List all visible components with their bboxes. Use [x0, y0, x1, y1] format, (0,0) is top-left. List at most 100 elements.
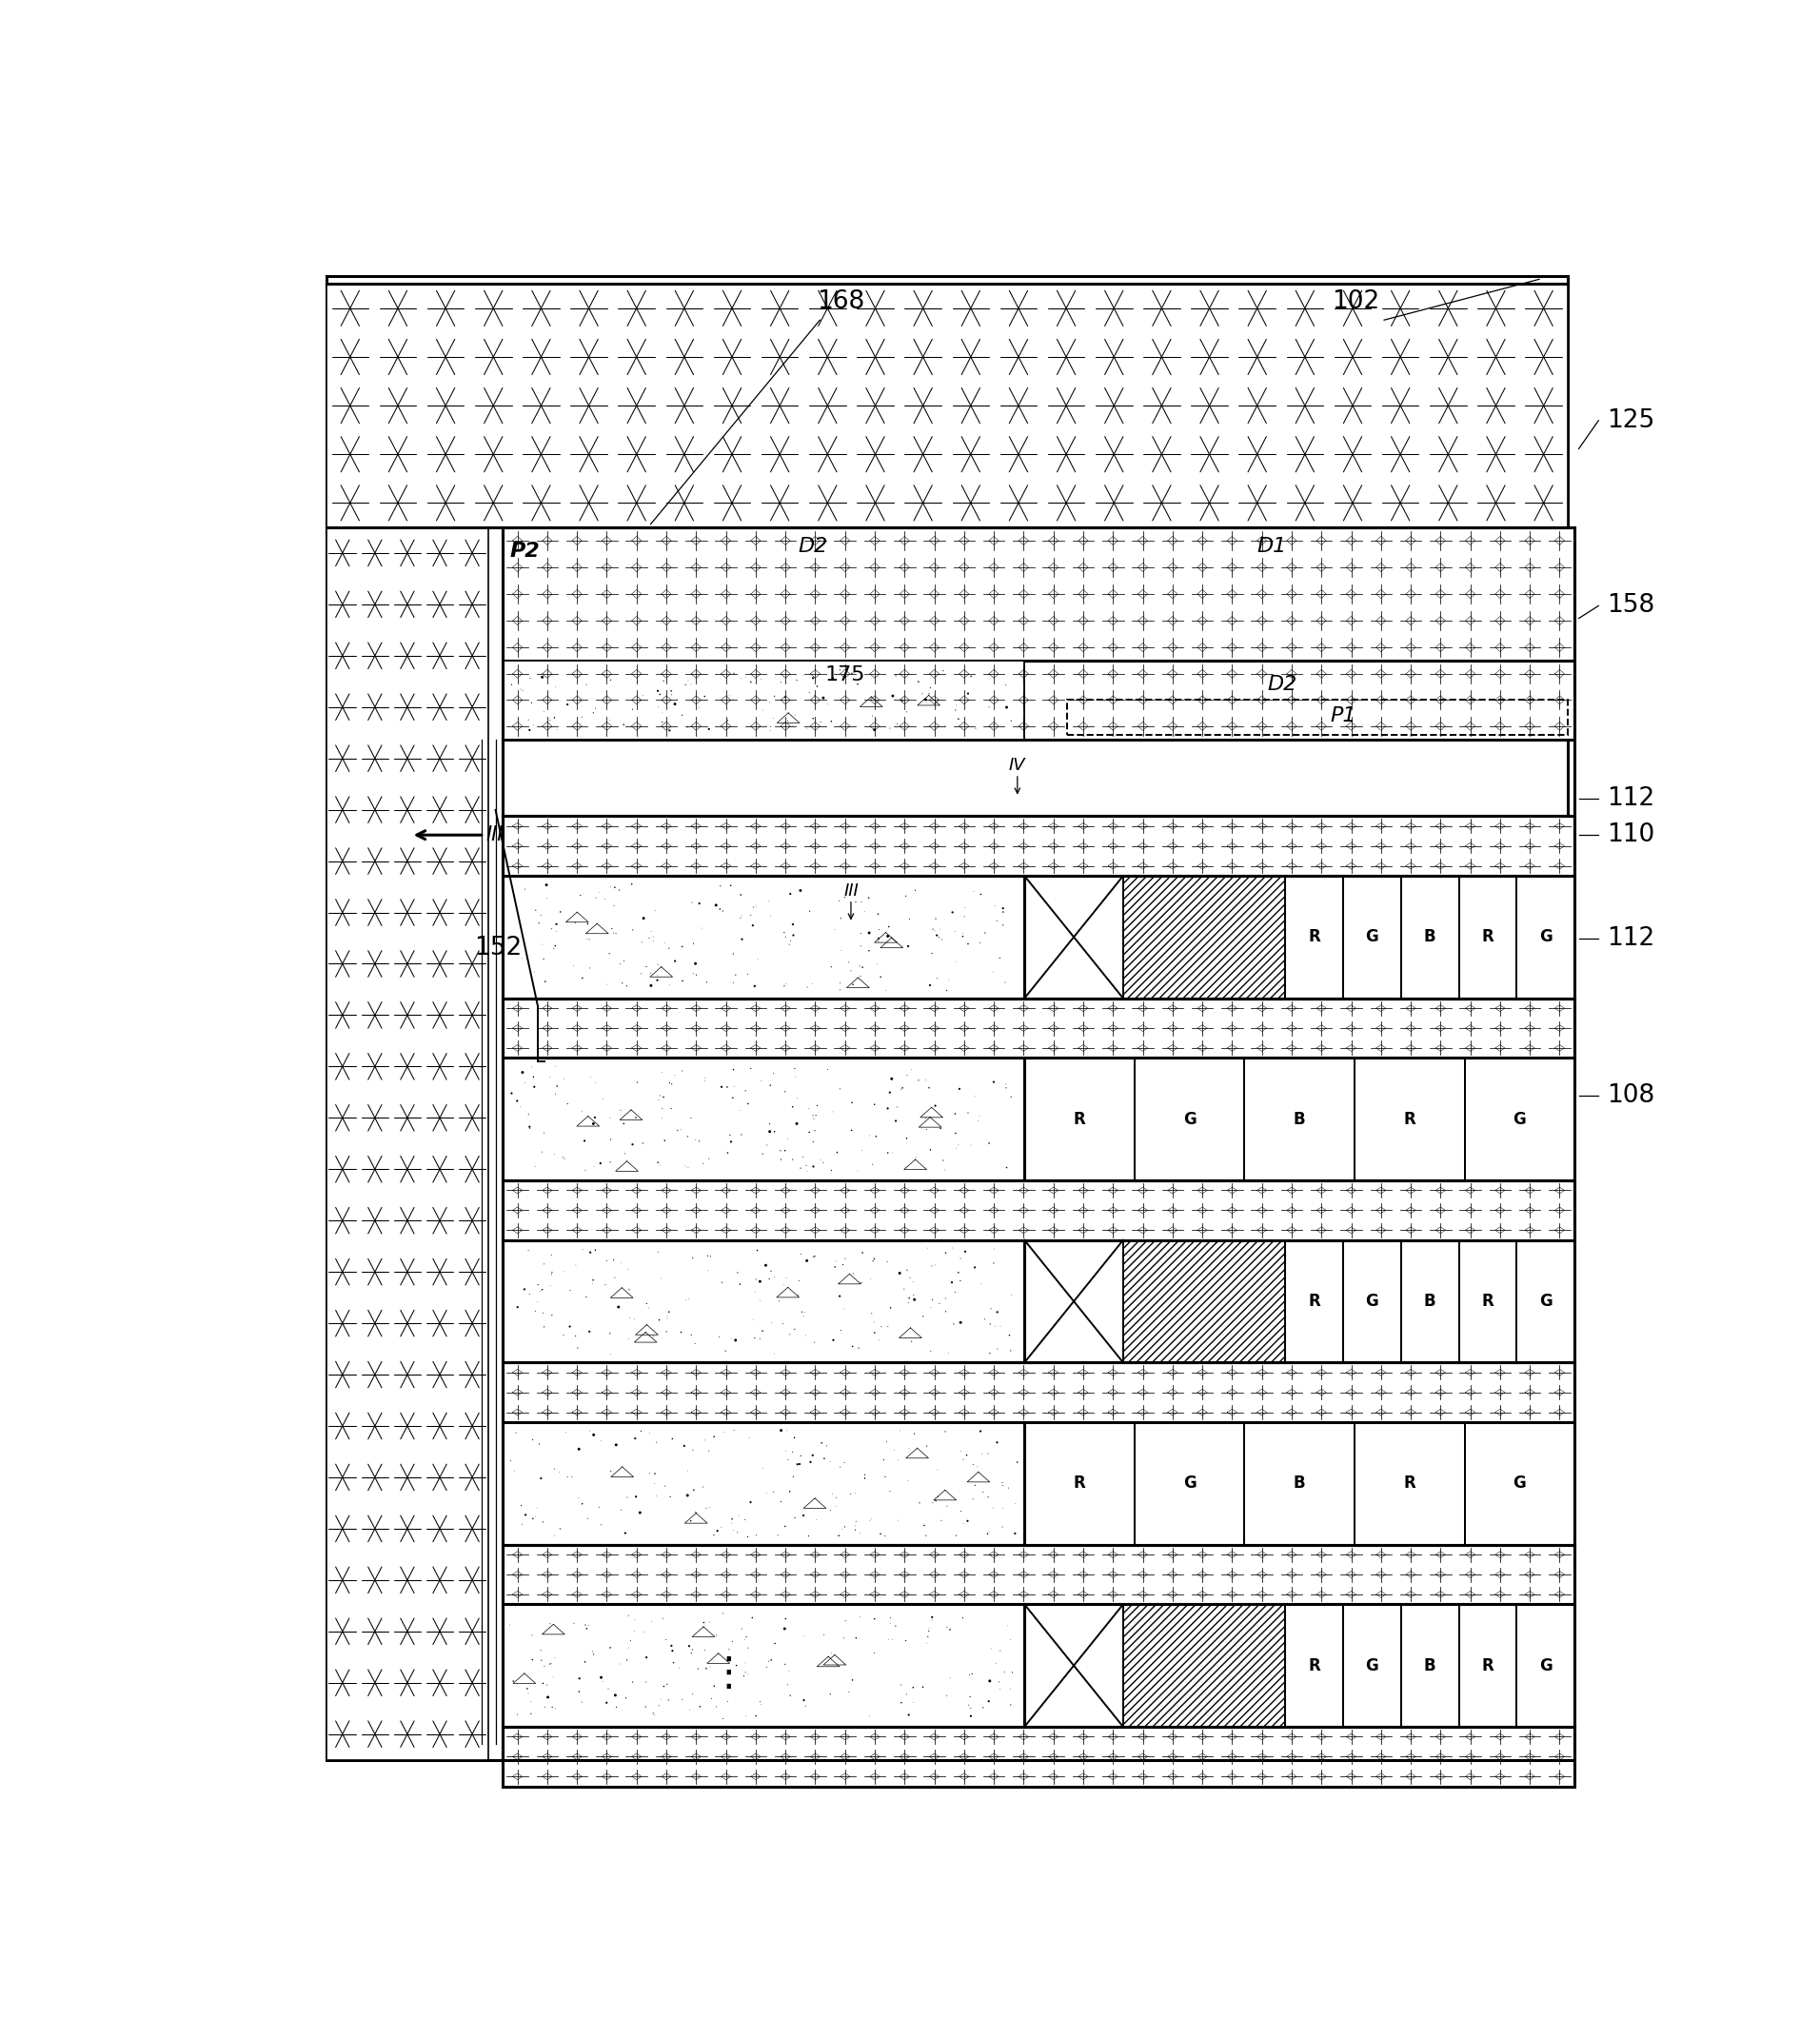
Point: [743, 944, 772, 977]
Point: [803, 1503, 832, 1535]
Bar: [502, 528, 1574, 1760]
Text: IV: IV: [1008, 756, 1026, 773]
Point: [677, 1633, 706, 1666]
Point: [925, 1480, 954, 1513]
Point: [894, 1698, 923, 1731]
Text: R: R: [1403, 1474, 1416, 1493]
Point: [712, 1336, 741, 1368]
Point: [517, 1050, 546, 1083]
Point: [859, 1089, 888, 1121]
Point: [577, 1635, 606, 1668]
Text: R: R: [1481, 928, 1494, 946]
Bar: [1465, 1058, 1574, 1181]
Point: [937, 895, 966, 928]
Point: [899, 1417, 928, 1450]
Point: [830, 1242, 859, 1274]
Point: [541, 1641, 570, 1674]
Point: [650, 1123, 679, 1156]
Point: [846, 960, 875, 993]
Point: [897, 1054, 926, 1087]
Point: [575, 1060, 604, 1093]
Point: [917, 1486, 946, 1519]
Point: [895, 903, 925, 936]
Point: [719, 657, 748, 689]
Bar: [1343, 1240, 1401, 1362]
Point: [817, 1478, 846, 1511]
Point: [511, 1499, 541, 1531]
Point: [919, 913, 948, 946]
Point: [917, 1601, 946, 1633]
Point: [932, 1283, 961, 1315]
Point: [806, 1427, 835, 1460]
Point: [692, 966, 721, 999]
Bar: [1067, 699, 1567, 734]
Bar: [1285, 1240, 1574, 1362]
Point: [986, 1309, 1016, 1342]
Point: [828, 1513, 857, 1546]
Point: [633, 1291, 662, 1323]
Bar: [1025, 877, 1123, 999]
Point: [706, 1070, 735, 1103]
Point: [684, 1652, 713, 1684]
Point: [699, 1519, 728, 1552]
Point: [981, 1309, 1010, 1342]
Text: R: R: [1481, 1293, 1494, 1309]
Point: [708, 1597, 737, 1629]
Text: 108: 108: [1607, 1083, 1654, 1107]
Point: [679, 928, 708, 960]
Point: [677, 1319, 706, 1352]
Point: [521, 1295, 550, 1327]
Point: [568, 962, 597, 995]
Point: [983, 905, 1012, 938]
Bar: [1025, 1058, 1134, 1181]
Point: [723, 1517, 752, 1550]
Text: G: G: [1540, 928, 1552, 946]
Point: [521, 1070, 550, 1103]
Point: [781, 1313, 810, 1346]
Point: [590, 883, 619, 916]
Point: [803, 671, 832, 703]
Point: [555, 1274, 584, 1307]
Point: [755, 1068, 784, 1101]
Point: [761, 679, 790, 712]
Point: [632, 950, 661, 983]
Point: [861, 1317, 890, 1350]
Point: [513, 1234, 542, 1266]
Text: III: III: [486, 826, 502, 844]
Point: [926, 1505, 955, 1537]
Point: [779, 710, 808, 742]
Point: [719, 1054, 748, 1087]
Point: [775, 928, 804, 960]
Point: [655, 969, 684, 1001]
Point: [883, 1505, 912, 1537]
Point: [770, 681, 799, 714]
Point: [626, 1497, 655, 1529]
Point: [817, 705, 846, 738]
Point: [952, 1440, 981, 1472]
Point: [875, 1291, 905, 1323]
Point: [644, 1083, 673, 1115]
Point: [837, 1329, 866, 1362]
Point: [533, 883, 562, 916]
Point: [508, 1056, 537, 1089]
Point: [892, 1254, 921, 1287]
Point: [826, 901, 855, 934]
Point: [550, 1142, 579, 1174]
Point: [768, 1307, 797, 1340]
Point: [559, 1607, 588, 1639]
Text: B: B: [1423, 1293, 1436, 1309]
Point: [713, 703, 743, 736]
Point: [537, 1238, 566, 1270]
Point: [841, 1509, 870, 1541]
Point: [526, 1643, 555, 1676]
Point: [595, 938, 624, 971]
Point: [648, 1101, 677, 1134]
Point: [526, 899, 555, 932]
Point: [692, 1652, 721, 1684]
Bar: [1285, 877, 1574, 999]
Point: [895, 1431, 925, 1464]
Point: [795, 895, 824, 928]
Point: [799, 1242, 828, 1274]
Point: [974, 1480, 1003, 1513]
Point: [630, 1615, 659, 1648]
